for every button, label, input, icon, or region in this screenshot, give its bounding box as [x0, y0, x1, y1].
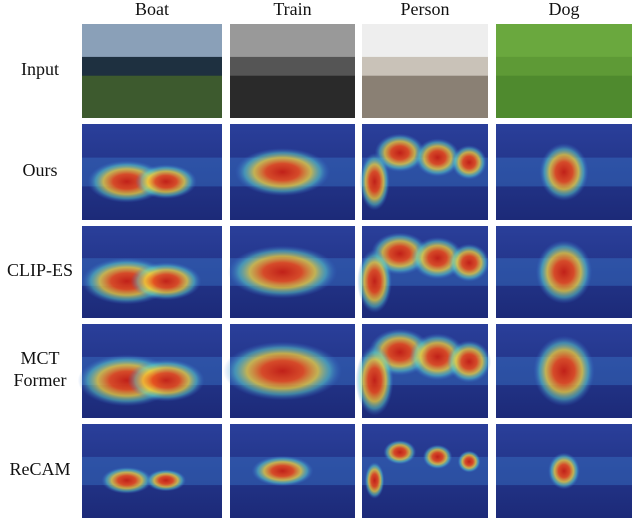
image-region	[82, 75, 222, 118]
heatmap-blob	[422, 444, 453, 470]
heatmap-blob	[383, 439, 417, 465]
image-cell	[496, 324, 632, 418]
image-cell	[362, 24, 488, 118]
heatmap-blob	[539, 143, 589, 201]
heatmap-blob	[223, 341, 342, 401]
heatmap-blob	[451, 145, 487, 180]
heatmap-blob	[374, 133, 425, 172]
image-region	[230, 24, 355, 57]
heatmap-blob	[251, 455, 314, 487]
row-label: Ours	[23, 160, 58, 180]
heatmap-blob	[359, 152, 390, 211]
row-label: CLIP-ES	[7, 260, 73, 280]
image-cell	[81, 226, 222, 318]
image-cell	[362, 424, 488, 518]
image-cell	[82, 124, 222, 220]
image-cell	[357, 226, 490, 318]
heatmap-blob	[357, 249, 392, 313]
image-region	[496, 24, 632, 57]
image-cell	[230, 124, 355, 220]
image-region	[230, 75, 355, 118]
heatmap-blob	[145, 469, 187, 492]
image-cell	[223, 324, 355, 418]
image-cell	[230, 424, 355, 518]
heatmap-blob	[447, 340, 492, 383]
image-cell	[227, 226, 355, 318]
image-cell	[82, 424, 222, 518]
image-cell	[496, 24, 632, 118]
heatmap-blob	[448, 243, 490, 282]
heatmap-blob	[130, 262, 202, 301]
image-region	[362, 24, 488, 57]
image-cell	[82, 24, 222, 118]
column-header: Dog	[549, 0, 580, 19]
heatmap-blob	[235, 148, 330, 196]
image-cell	[355, 324, 492, 418]
column-header: Person	[401, 0, 450, 19]
row-label: Former	[14, 370, 67, 390]
heatmap-blob	[355, 345, 394, 416]
image-cell	[496, 226, 632, 318]
heatmap-blob	[414, 138, 461, 177]
row-label: ReCAM	[9, 459, 70, 479]
image-cell	[496, 424, 632, 518]
row-label: MCT	[20, 348, 59, 368]
image-cell	[496, 124, 632, 220]
heatmap-blob	[535, 240, 593, 304]
column-header: Boat	[135, 0, 169, 19]
image-region	[82, 24, 222, 57]
heatmap-blob	[548, 452, 580, 490]
heatmap-blob	[101, 466, 153, 494]
heatmap-blob	[135, 164, 197, 199]
heatmap-blob	[227, 245, 338, 299]
heatmap-blob	[457, 450, 481, 473]
heatmap-blob	[364, 462, 385, 499]
row-label: Input	[21, 59, 59, 79]
heatmap-background	[82, 424, 222, 518]
image-region	[496, 75, 632, 118]
heatmap-blob	[533, 335, 595, 407]
image-region	[362, 75, 488, 118]
heatmap-blob	[127, 359, 205, 402]
column-header: Train	[273, 0, 311, 19]
image-cell	[77, 324, 222, 418]
image-cell	[230, 24, 355, 118]
image-cell	[359, 124, 488, 220]
